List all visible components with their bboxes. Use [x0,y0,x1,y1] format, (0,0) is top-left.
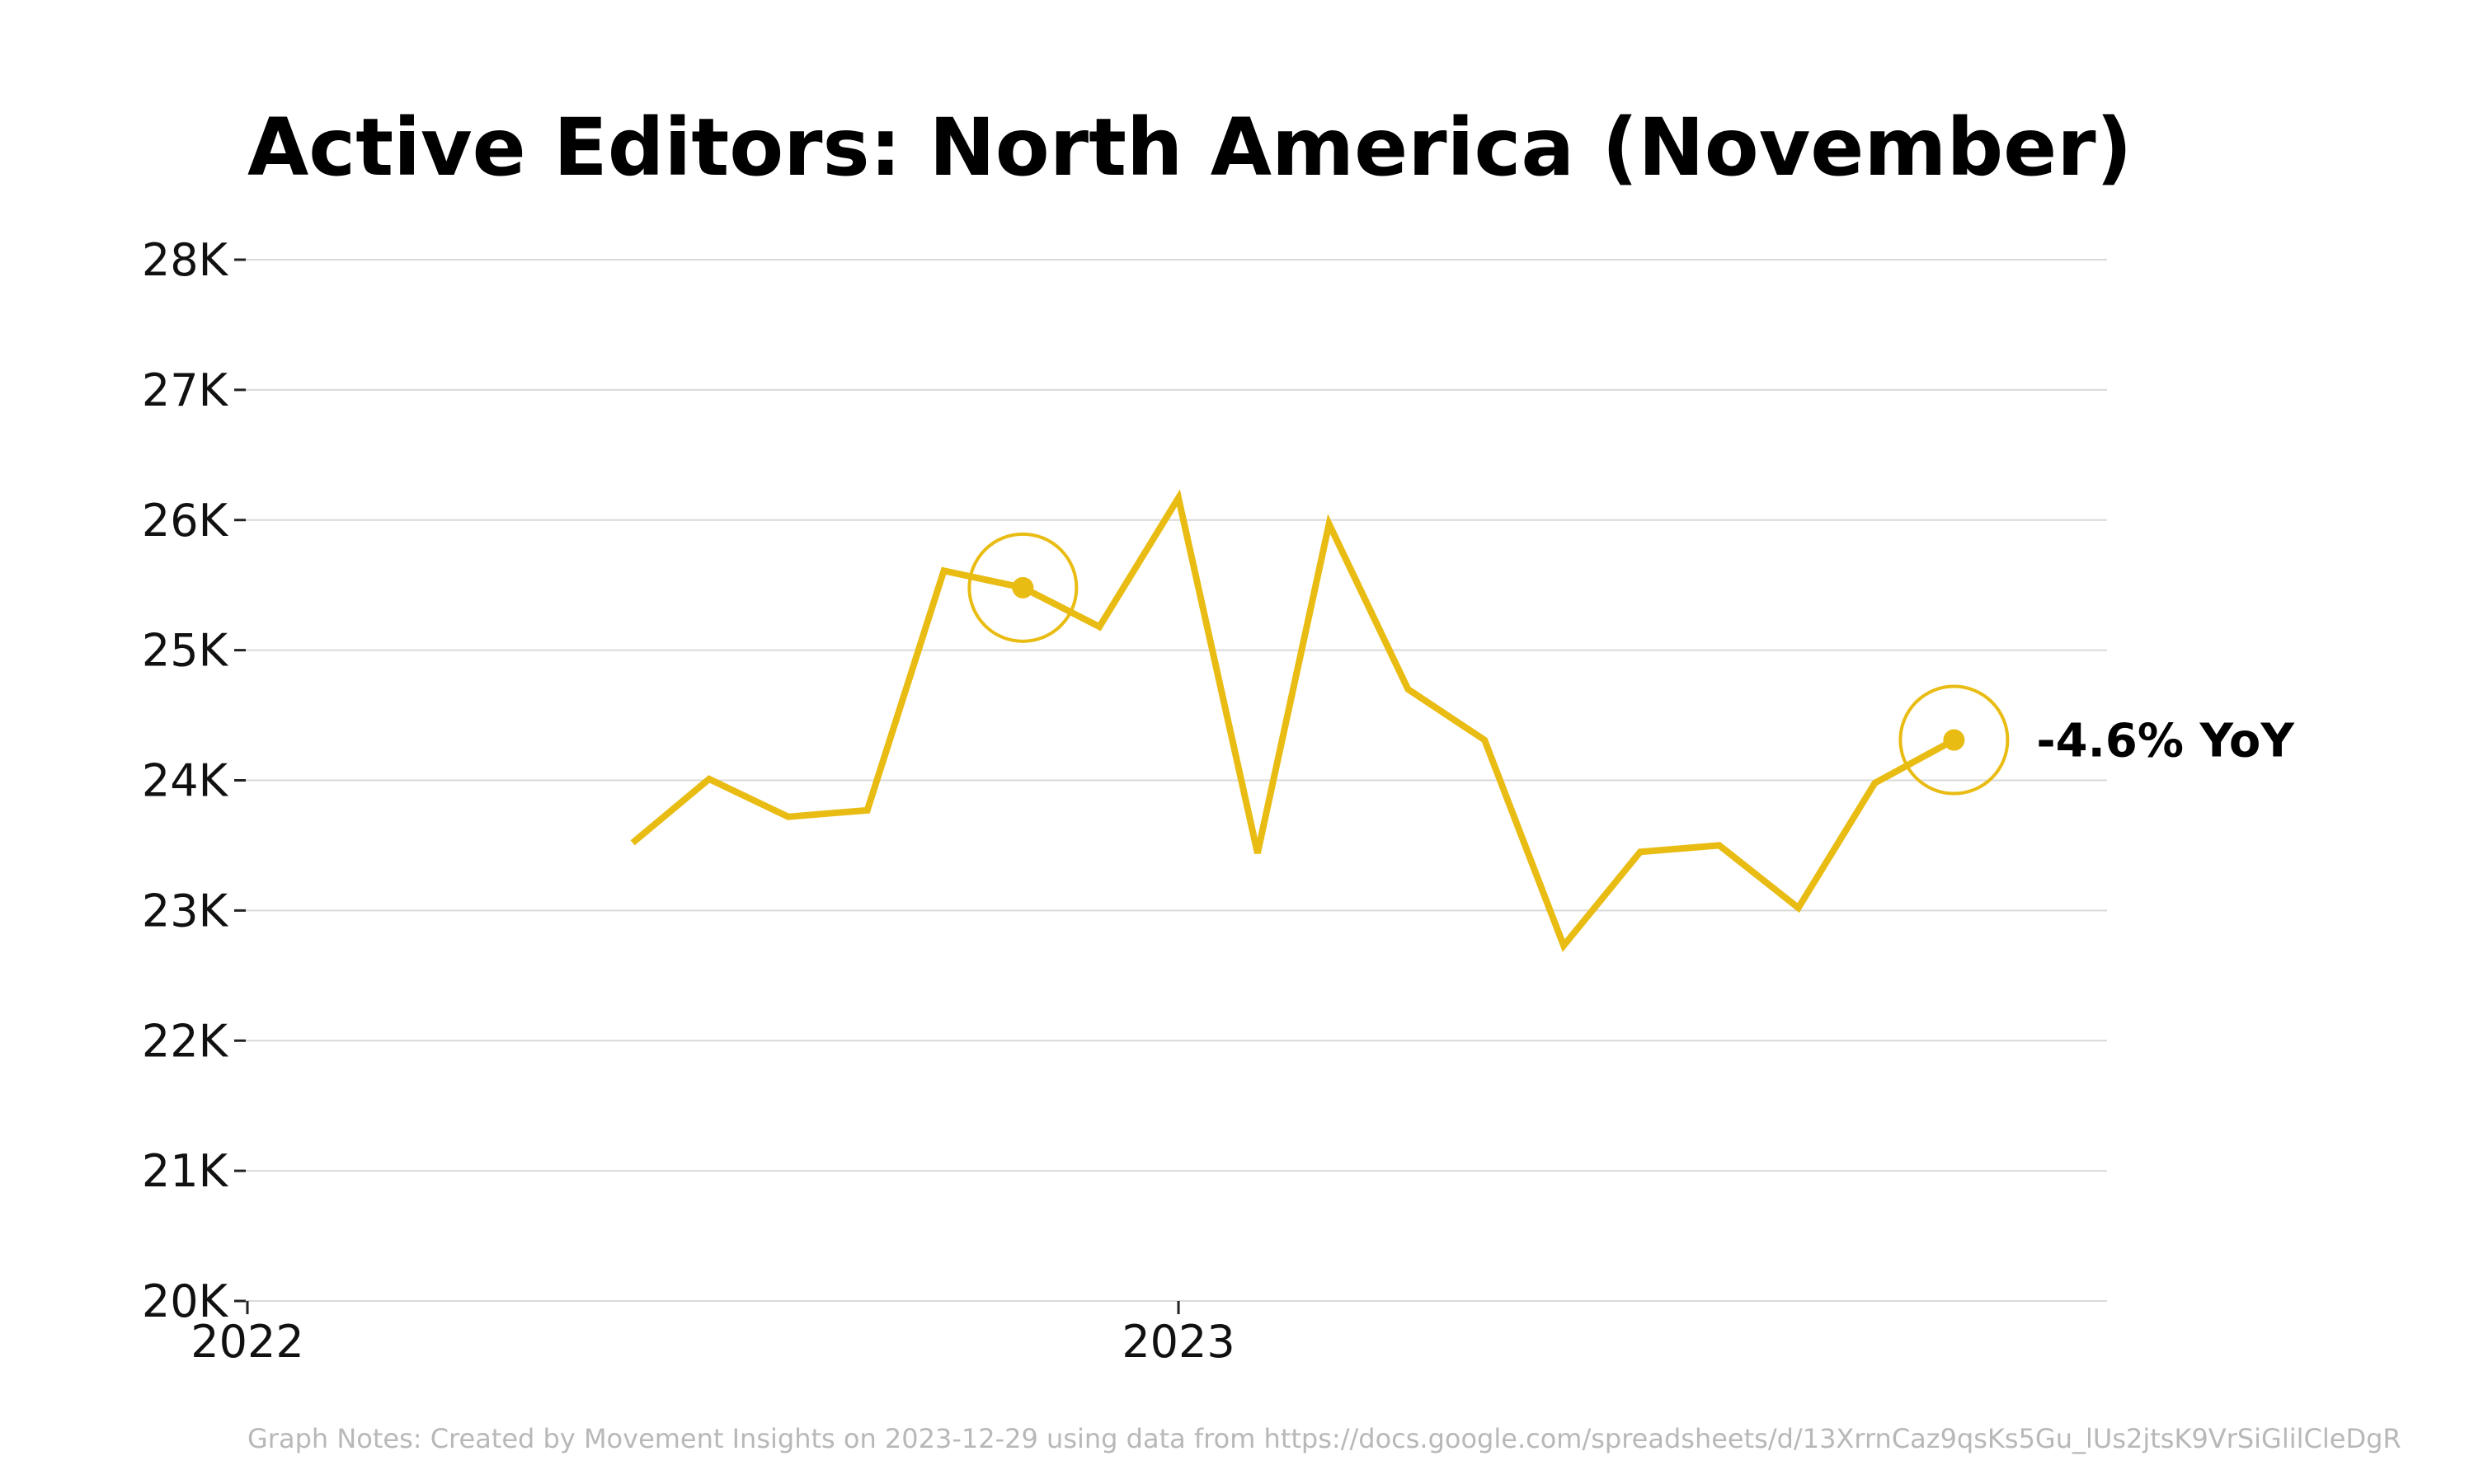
x-tick-label: 2023 [1122,1316,1235,1368]
y-tick-label: 26K [142,495,229,547]
gridlines [246,259,2107,1302]
series-line [630,489,1956,952]
highlight-point [1943,729,1965,751]
series-layer [630,489,1956,952]
y-tick-label: 28K [142,234,229,286]
y-tick-label: 23K [142,885,229,937]
highlight-ring [1898,684,2010,796]
yoy-annotation: -4.6% YoY [2036,715,2295,768]
footnote: Graph Notes: Created by Movement Insight… [247,1423,2401,1454]
highlight-layer: -4.6% YoY [967,532,2295,796]
axes: 20K 21K 22K 23K 24K 25K 26K 27K 28K 2022 2023 [142,234,1235,1368]
x-tick-label: 2022 [190,1316,303,1368]
highlight-ring [967,532,1079,643]
highlight-point [1012,576,1034,599]
y-tick-label: 24K [142,755,229,807]
y-tick-label: 22K [142,1015,229,1067]
y-tick-label: 25K [142,625,229,677]
y-tick-label: 21K [142,1145,229,1197]
chart-title: Active Editors: North America (November) [247,101,2132,194]
y-tick-label: 27K [142,364,229,416]
y-tick-label: 20K [142,1275,229,1327]
